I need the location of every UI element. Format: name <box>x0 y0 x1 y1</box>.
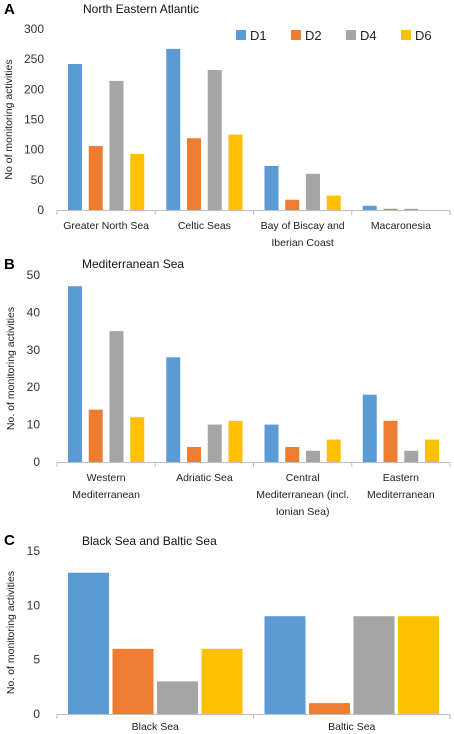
bar-d1 <box>264 165 279 210</box>
category-label: Eastern <box>383 472 419 484</box>
chart-title: North Eastern Atlantic <box>83 2 199 16</box>
panel-letter: B <box>4 256 15 273</box>
category-label: Iberian Coast <box>271 237 334 249</box>
y-tick-label: 150 <box>24 113 44 127</box>
y-axis-label: No of monitoring activities <box>3 59 15 179</box>
y-axis-label: No. of monitoring activities <box>5 307 17 430</box>
bar-d4 <box>207 70 222 210</box>
y-tick-label: 0 <box>33 455 40 469</box>
bar-d6 <box>228 420 243 462</box>
y-tick-label: 20 <box>27 380 41 394</box>
y-tick-label: 50 <box>27 268 41 282</box>
category-label: Greater North Sea <box>63 220 149 232</box>
y-tick-label: 300 <box>24 22 44 36</box>
legend-label: D2 <box>305 28 322 43</box>
bar-d2 <box>383 420 398 462</box>
bar-d4 <box>207 424 222 462</box>
bar-d6 <box>130 417 145 462</box>
bar-d2 <box>285 447 300 462</box>
chart-title: Mediterranean Sea <box>82 257 184 271</box>
bar-d1 <box>264 616 306 714</box>
bar-d2 <box>88 146 103 210</box>
bar-d1 <box>166 48 181 210</box>
chart-panel-c: C Black Sea and Baltic Sea No. of monitori… <box>4 532 451 733</box>
panel-letter: C <box>4 532 15 549</box>
bar-d6 <box>326 195 341 210</box>
category-label: Black Sea <box>132 721 179 733</box>
legend-label: D1 <box>250 28 267 43</box>
bar-d1 <box>362 205 377 210</box>
bar-d6 <box>130 153 145 210</box>
bar-d6 <box>398 616 439 714</box>
chart-panel-b: B Mediterranean Sea No. of monitoring acti… <box>4 256 451 518</box>
legend-swatch <box>236 30 246 40</box>
bar-d1 <box>166 357 181 462</box>
bar-d1 <box>68 572 109 714</box>
bar-d6 <box>201 648 243 714</box>
bar-d4 <box>306 450 320 462</box>
category-label: Ionian Sea) <box>276 506 330 518</box>
bar-d4 <box>306 173 320 210</box>
y-tick-label: 15 <box>27 544 41 558</box>
bar-d2 <box>187 138 201 210</box>
y-tick-label: 200 <box>24 82 44 96</box>
category-label: Mediterranean <box>72 489 140 501</box>
y-tick-label: 5 <box>33 653 40 667</box>
category-label: Mediterranean (incl. <box>256 489 349 501</box>
bar-d2 <box>88 409 103 462</box>
legend-swatch <box>291 30 301 40</box>
y-tick-label: 30 <box>27 343 41 357</box>
chart-title: Black Sea and Baltic Sea <box>82 534 217 548</box>
y-tick-label: 40 <box>27 305 41 319</box>
bar-d1 <box>264 424 279 462</box>
y-tick-label: 10 <box>27 598 41 612</box>
category-label: Western <box>87 472 126 484</box>
y-tick-label: 0 <box>37 203 44 217</box>
bar-d4 <box>157 681 198 714</box>
legend-swatch <box>346 30 356 40</box>
bar-d4 <box>109 80 124 211</box>
category-label: Adriatic Sea <box>176 472 233 484</box>
y-tick-label: 10 <box>27 418 41 432</box>
bar-d1 <box>362 394 377 462</box>
bar-d4 <box>404 208 419 210</box>
bar-d1 <box>68 63 82 210</box>
category-label: Central <box>286 472 320 484</box>
bar-d4 <box>404 450 419 462</box>
category-label: Baltic Sea <box>328 721 375 733</box>
y-tick-label: 0 <box>33 707 40 721</box>
bar-d2 <box>383 208 398 210</box>
bar-d1 <box>68 286 82 462</box>
legend-label: D6 <box>415 28 432 43</box>
bar-d2 <box>112 648 154 714</box>
category-label: Celtic Seas <box>178 220 231 232</box>
panel-letter: A <box>4 1 15 18</box>
legend-label: D4 <box>360 28 377 43</box>
category-label: Macaronesia <box>371 220 431 232</box>
bar-d2 <box>285 199 300 210</box>
y-tick-label: 250 <box>24 52 44 66</box>
y-tick-label: 50 <box>31 173 45 187</box>
bar-d2 <box>309 703 350 714</box>
bar-d4 <box>109 331 124 462</box>
y-tick-label: 100 <box>24 143 44 157</box>
bar-d6 <box>228 134 243 210</box>
bar-d6 <box>425 439 439 462</box>
category-label: Bay of Biscay and <box>261 220 345 232</box>
chart-panel-a: A North Eastern Atlantic No of monitoring … <box>3 1 451 249</box>
bar-d4 <box>353 616 395 714</box>
category-label: Mediterranean <box>367 489 435 501</box>
legend-swatch <box>401 30 411 40</box>
y-axis-label: No. of monitoring activities <box>5 571 17 694</box>
bar-d2 <box>187 447 201 462</box>
bar-d6 <box>326 439 341 462</box>
